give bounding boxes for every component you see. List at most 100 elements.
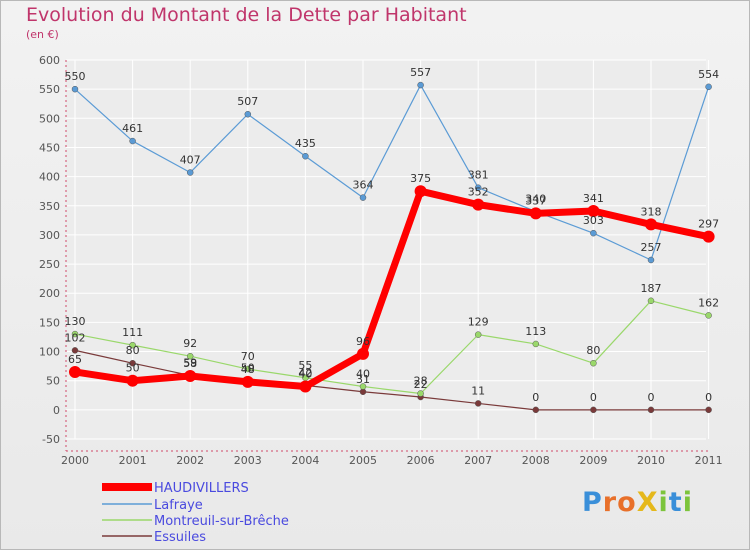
data-point [71,347,79,354]
x-tick-label: 2010 [637,454,665,467]
data-label: 341 [583,192,604,205]
data-label: 113 [525,325,546,338]
data-point [414,185,427,198]
y-tick-label: 500 [39,112,60,125]
data-point [705,83,712,91]
data-label: 364 [353,179,374,192]
data-label: 48 [241,363,255,376]
x-tick-label: 2008 [522,454,550,467]
data-label: 550 [65,70,86,83]
data-point [129,341,136,349]
data-point [417,81,424,89]
logo-letter: o [617,487,637,518]
data-point [472,198,485,211]
data-label: 130 [65,315,86,328]
x-tick-label: 2005 [349,454,377,467]
data-point [647,297,655,305]
data-point [184,370,197,383]
data-label: 162 [698,296,719,309]
data-point [590,359,597,367]
series-line-0 [71,187,713,391]
data-label: 557 [410,66,431,79]
data-label: 80 [126,344,140,357]
x-tick-label: 2000 [61,454,89,467]
data-label: 0 [532,391,539,404]
y-unit-label: (en €) [26,28,59,41]
proxiti-logo: ProXiti [582,487,693,518]
y-tick-label: 0 [53,404,60,417]
data-label: 381 [468,169,489,182]
data-point [129,359,136,367]
data-label: 96 [356,335,370,348]
data-label: 129 [468,316,489,329]
data-point [299,380,312,393]
y-tick-label: 100 [39,346,60,359]
data-point [357,347,369,360]
y-tick-label: 350 [39,200,60,213]
data-point [647,406,655,414]
y-tick-label: -50 [42,433,60,446]
data-point [590,229,597,237]
data-point [590,406,597,414]
x-tick-label: 2002 [176,454,204,467]
data-label: 92 [183,337,197,350]
logo-letter: r [602,487,618,518]
data-point [71,330,79,338]
data-point [69,365,81,378]
data-point [71,85,79,93]
data-label: 11 [471,384,485,397]
data-point [587,205,600,218]
plot-area [66,60,706,439]
y-tick-label: 450 [39,141,60,154]
logo-letter: X [636,487,659,518]
legend-label: Montreuil-sur-Brêche [154,514,289,529]
data-point [705,312,712,319]
data-point [244,365,252,373]
data-point [359,194,367,201]
data-label: 31 [356,373,370,386]
series-line-2 [74,300,710,395]
data-label: 0 [590,391,597,404]
data-point [474,400,482,407]
y-tick-label: 300 [39,229,60,242]
data-point [302,152,309,160]
data-point [532,406,540,414]
data-point [529,207,542,220]
data-label: 0 [705,391,712,404]
data-point [186,169,194,176]
legend-label: Essuiles [154,530,206,545]
legend-label: HAUDIVILLERS [154,481,249,496]
data-label: 80 [586,344,600,357]
x-tick-label: 2001 [119,454,147,467]
data-label: 303 [583,214,604,227]
data-label: 340 [525,193,546,206]
data-label: 58 [183,357,197,370]
x-tick-label: 2009 [579,454,607,467]
y-tick-label: 400 [39,171,60,184]
data-point [532,340,540,348]
y-tick-label: 50 [46,375,60,388]
data-label: 28 [414,375,428,388]
x-tick-label: 2006 [407,454,435,467]
data-point [474,184,482,191]
data-label: 42 [298,366,312,379]
data-point [702,230,715,243]
data-label: 507 [237,95,258,108]
data-label: 257 [641,241,662,254]
logo-letter: i [682,487,693,518]
data-label: 435 [295,137,316,150]
y-tick-label: 550 [39,83,60,96]
data-label: 22 [414,378,428,391]
logo-letter: t [668,487,683,518]
data-label: 337 [525,194,546,207]
data-label: 40 [298,368,312,381]
x-tick-label: 2007 [464,454,492,467]
series-line-1 [74,84,710,261]
data-label: 297 [698,218,719,231]
data-label: 59 [183,356,197,369]
data-label: 40 [356,368,370,381]
x-tick-label: 2003 [234,454,262,467]
data-label: 102 [65,331,86,344]
x-tick-label: 2011 [695,454,723,467]
